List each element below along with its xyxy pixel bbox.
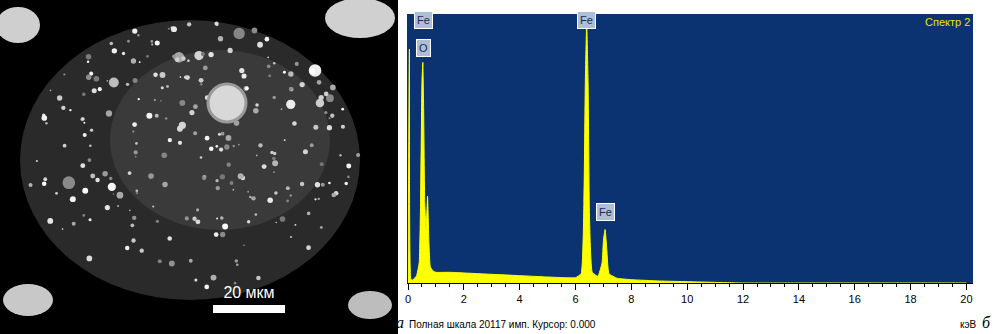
svg-text:2: 2 bbox=[461, 293, 467, 305]
svg-text:Fe: Fe bbox=[417, 14, 430, 26]
svg-text:20: 20 bbox=[960, 293, 972, 305]
svg-text:Спектр 2: Спектр 2 bbox=[925, 16, 970, 28]
svg-text:Fe: Fe bbox=[580, 14, 593, 26]
svg-text:14: 14 bbox=[793, 293, 805, 305]
html-text:б: б bbox=[982, 314, 990, 331]
svg-text:Fe: Fe bbox=[599, 206, 612, 218]
svg-text:8: 8 bbox=[628, 293, 634, 305]
svg-text:0: 0 bbox=[405, 293, 411, 305]
svg-text:O: O bbox=[419, 42, 428, 54]
svg-text:10: 10 bbox=[681, 293, 693, 305]
html-text:кэВ: кэВ bbox=[960, 319, 977, 330]
html-text:Полная шкала 20117 имп. Курсор: Полная шкала 20117 имп. Курсор: 0.000 bbox=[409, 319, 596, 330]
svg-text:16: 16 bbox=[849, 293, 861, 305]
svg-text:6: 6 bbox=[572, 293, 578, 305]
svg-text:20 мкм: 20 мкм bbox=[223, 284, 274, 301]
svg-text:12: 12 bbox=[737, 293, 749, 305]
svg-text:18: 18 bbox=[904, 293, 916, 305]
svg-text:4: 4 bbox=[517, 293, 523, 305]
html-text:а: а bbox=[396, 314, 404, 331]
